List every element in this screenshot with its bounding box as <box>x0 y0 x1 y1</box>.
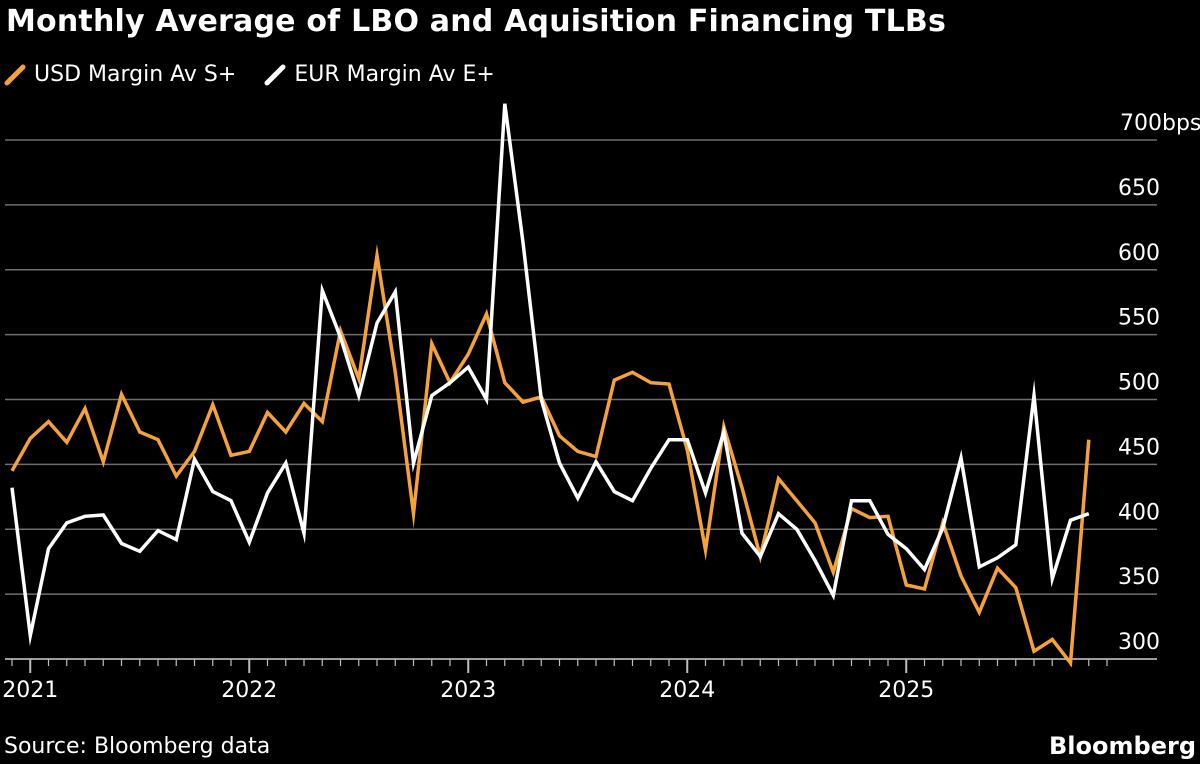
x-axis: 2021 2022 2023 2024 2025 <box>2 658 1157 703</box>
x-tick-label-2025: 2025 <box>878 678 934 703</box>
x-tick-label-2022: 2022 <box>221 678 277 703</box>
y-axis-ticks: 700bps 650 600 550 500 450 400 350 300 <box>1118 111 1200 655</box>
legend-label-usd: USD Margin Av S+ <box>34 62 237 87</box>
y-tick-label-600: 600 <box>1118 241 1160 266</box>
x-tick-label-2023: 2023 <box>440 678 496 703</box>
y-tick-label-300: 300 <box>1118 630 1160 655</box>
legend-swatch-eur <box>264 64 286 85</box>
brand-logo: Bloomberg <box>1049 732 1196 760</box>
series-lines <box>10 103 1091 668</box>
y-tick-label-650: 650 <box>1118 176 1160 201</box>
legend-swatch-usd <box>4 64 26 85</box>
y-tick-label-450: 450 <box>1118 435 1160 460</box>
legend-label-eur: EUR Margin Av E+ <box>294 62 495 87</box>
x-tick-label-2021: 2021 <box>2 678 58 703</box>
legend: USD Margin Av S+ EUR Margin Av E+ <box>4 62 523 87</box>
series-line-eur <box>10 103 1090 647</box>
legend-item-usd: USD Margin Av S+ <box>4 62 236 87</box>
y-tick-label-350: 350 <box>1118 565 1160 590</box>
x-tick-label-2024: 2024 <box>659 678 715 703</box>
y-tick-label-400: 400 <box>1118 500 1160 525</box>
chart-title: Monthly Average of LBO and Aquisition Fi… <box>6 4 947 39</box>
y-tick-label-700: 700bps <box>1120 111 1200 136</box>
source-note: Source: Bloomberg data <box>4 734 271 759</box>
legend-item-eur: EUR Margin Av E+ <box>264 62 495 87</box>
y-tick-label-500: 500 <box>1118 371 1160 396</box>
series-line-usd <box>10 243 1091 668</box>
gridlines <box>5 139 1157 660</box>
y-tick-label-550: 550 <box>1118 306 1160 331</box>
